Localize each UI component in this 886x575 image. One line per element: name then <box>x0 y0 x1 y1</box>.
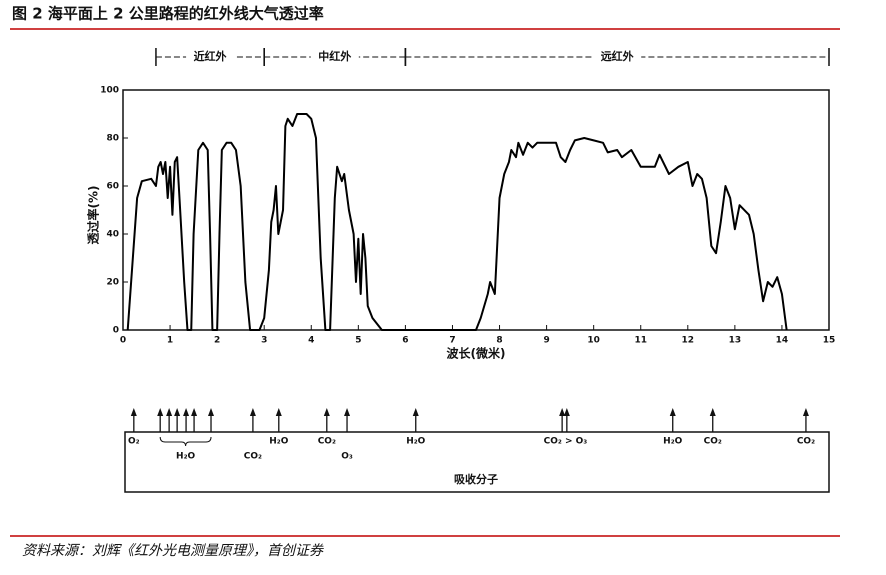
region-label-bg <box>310 49 359 65</box>
arrow-head <box>183 408 190 416</box>
region-label: 近红外 <box>194 49 227 63</box>
x-tick-label: 2 <box>214 336 220 346</box>
arrow-head <box>323 408 330 416</box>
x-tick-label: 9 <box>543 336 549 346</box>
region-label-bg <box>186 49 235 65</box>
chart-title: 图 2 海平面上 2 公里路程的红外线大气透过率 <box>12 5 324 23</box>
molecule-label: H₂O <box>406 437 425 447</box>
y-tick-label: 40 <box>106 230 119 240</box>
transmittance-line <box>126 113 788 331</box>
arrow-head <box>157 408 164 416</box>
x-tick-label: 13 <box>729 336 742 346</box>
molecule-label: CO₂ <box>318 437 336 447</box>
y-tick-label: 100 <box>100 86 119 96</box>
molecule-label: CO₂ <box>704 437 722 447</box>
arrow-head <box>174 408 181 416</box>
y-tick-label: 20 <box>106 278 119 288</box>
arrow-head <box>275 408 282 416</box>
absorption-title: 吸收分子 <box>454 472 498 486</box>
x-tick-label: 1 <box>167 336 173 346</box>
arrow-head <box>191 408 198 416</box>
x-tick-label: 4 <box>308 336 314 346</box>
molecule-label: CO₂ <box>797 437 815 447</box>
y-axis-label: 透过率(%) <box>86 186 101 245</box>
molecule-label: O₃ <box>341 452 353 462</box>
arrow-head <box>208 408 215 416</box>
arrow-head <box>563 408 570 416</box>
arrow-head <box>166 408 173 416</box>
y-tick-label: 60 <box>106 182 119 192</box>
x-axis-label: 波长(微米) <box>447 346 506 361</box>
source-note: 资料来源：刘辉《红外光电测量原理》，首创证券 <box>22 543 324 559</box>
molecule-label: H₂O <box>663 437 682 447</box>
x-tick-label: 15 <box>823 336 836 346</box>
x-tick-label: 3 <box>261 336 267 346</box>
y-tick-label: 80 <box>106 134 119 144</box>
arrow-head <box>709 408 716 416</box>
region-label: 远红外 <box>601 49 634 63</box>
x-tick-label: 12 <box>682 336 695 346</box>
molecule-label: H₂O <box>269 437 288 447</box>
arrow-head <box>130 408 137 416</box>
x-tick-label: 7 <box>449 336 455 346</box>
arrow-head <box>249 408 256 416</box>
molecule-label: CO₂ > O₃ <box>544 437 588 447</box>
arrow-head <box>669 408 676 416</box>
molecule-bracket <box>159 436 212 447</box>
x-tick-label: 10 <box>587 336 600 346</box>
molecule-label: O₂ <box>128 437 140 447</box>
arrow-head <box>412 408 419 416</box>
x-tick-label: 14 <box>776 336 789 346</box>
x-tick-label: 11 <box>634 336 647 346</box>
x-tick-label: 5 <box>355 336 361 346</box>
molecule-label: CO₂ <box>244 452 262 462</box>
arrow-head <box>559 408 566 416</box>
x-tick-label: 8 <box>496 336 502 346</box>
arrow-head <box>344 408 351 416</box>
x-tick-label: 6 <box>402 336 408 346</box>
x-tick-label: 0 <box>120 336 126 346</box>
region-label: 中红外 <box>318 49 351 63</box>
region-label-bg <box>593 49 642 65</box>
arrow-head <box>802 408 809 416</box>
absorption-box <box>124 431 830 493</box>
y-tick-label: 0 <box>113 326 119 336</box>
molecule-label: H₂O <box>176 452 195 462</box>
